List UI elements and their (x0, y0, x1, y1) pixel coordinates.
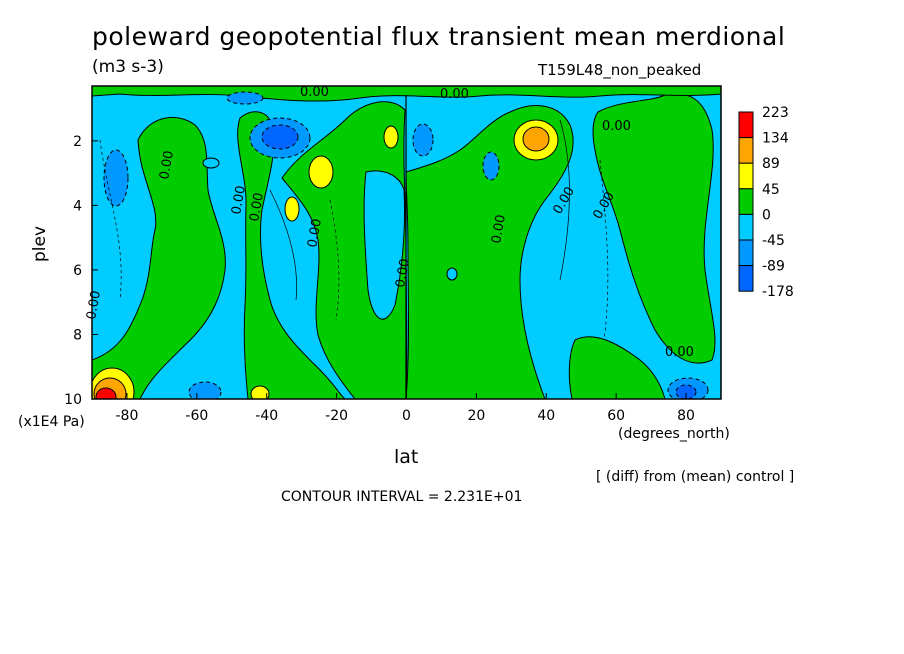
field-negative-region (446, 267, 458, 281)
x-axis-units: (degrees_north) (618, 426, 730, 442)
legend-level-label: -45 (762, 233, 785, 249)
zero-contour-label: 0.00 (602, 119, 631, 134)
zero-contour-label: 0.00 (247, 192, 267, 223)
x-tick-label: 80 (677, 408, 695, 424)
y-tick-label: 4 (73, 198, 82, 214)
x-tick-label: 0 (402, 408, 411, 424)
x-tick-label: -20 (325, 408, 348, 424)
field-strong-negative-region (226, 91, 264, 105)
legend-swatch (738, 239, 754, 267)
x-tick-label: 20 (467, 408, 485, 424)
field-maximum-core (250, 385, 270, 399)
diff-note: [ (diff) from (mean) control ] (596, 469, 795, 485)
field-positive-region (405, 105, 574, 399)
contour-interval: CONTOUR INTERVAL = 2.231E+01 (281, 489, 523, 505)
field-negative-region (202, 157, 220, 169)
legend-level-label: -89 (762, 259, 785, 275)
x-axis-label: lat (394, 446, 419, 468)
y-axis-units: (x1E4 Pa) (18, 414, 85, 430)
x-tick-label: 60 (607, 408, 625, 424)
zero-contour-label: 0.00 (489, 214, 509, 245)
field-negative-region (363, 170, 406, 320)
zero-contour-label: 0.00 (229, 185, 249, 216)
legend-swatch (738, 213, 754, 241)
field-positive-region (592, 93, 716, 364)
field-maximum-core (95, 387, 117, 399)
field-positive-region (92, 86, 721, 102)
zero-contour-label: 0.00 (665, 345, 694, 360)
legend-swatch (738, 162, 754, 190)
x-tick-label: -60 (185, 408, 208, 424)
field-positive-region (568, 336, 666, 399)
field-positive-region (237, 111, 346, 399)
y-tick-label: 2 (73, 134, 82, 150)
x-tick-label: 40 (537, 408, 555, 424)
field-strong-negative-region (103, 149, 129, 207)
legend-swatch (738, 188, 754, 215)
y-tick-label: 10 (64, 392, 82, 408)
legend-swatch (738, 137, 754, 164)
field-strong-negative-region (412, 123, 434, 157)
y-tick-label: 6 (73, 263, 82, 279)
field-minimum-core (261, 124, 299, 150)
zero-contour-label: 0.00 (305, 218, 325, 249)
field-positive-region (92, 117, 226, 399)
field-minimum-core (675, 384, 697, 399)
contour-field (92, 86, 721, 399)
legend-level-label: 45 (762, 182, 780, 198)
field-maximum-core (383, 125, 399, 149)
zero-contour-label: 0.00 (84, 290, 104, 321)
legend-level-label: 0 (762, 207, 771, 223)
zero-contour-label: 0.00 (157, 150, 177, 181)
legend-level-label: 223 (762, 105, 789, 121)
contour-line (269, 119, 570, 301)
field-maximum-core (308, 155, 334, 189)
zero-contour-label: 0.00 (300, 85, 329, 100)
field-maximum-core (522, 126, 550, 152)
chart-title: poleward geopotential flux transient mea… (92, 22, 786, 51)
legend-swatch (738, 111, 754, 139)
field-maximum-core (284, 196, 300, 222)
contour-line (99, 139, 609, 341)
legend-level-label: 134 (762, 131, 789, 147)
zero-contour-label: 0.00 (440, 87, 469, 102)
x-tick-label: -40 (255, 408, 278, 424)
legend-level-label: -178 (762, 284, 794, 300)
run-label: T159L48_non_peaked (538, 61, 702, 79)
field-strong-negative-region (482, 151, 500, 181)
legend-swatch (738, 265, 754, 292)
y-tick-label: 8 (73, 327, 82, 343)
legend-level-label: 89 (762, 156, 780, 172)
x-tick-label: -80 (116, 408, 139, 424)
chart-units: (m3 s-3) (92, 57, 164, 77)
zero-contour-label: 0.00 (393, 258, 413, 289)
